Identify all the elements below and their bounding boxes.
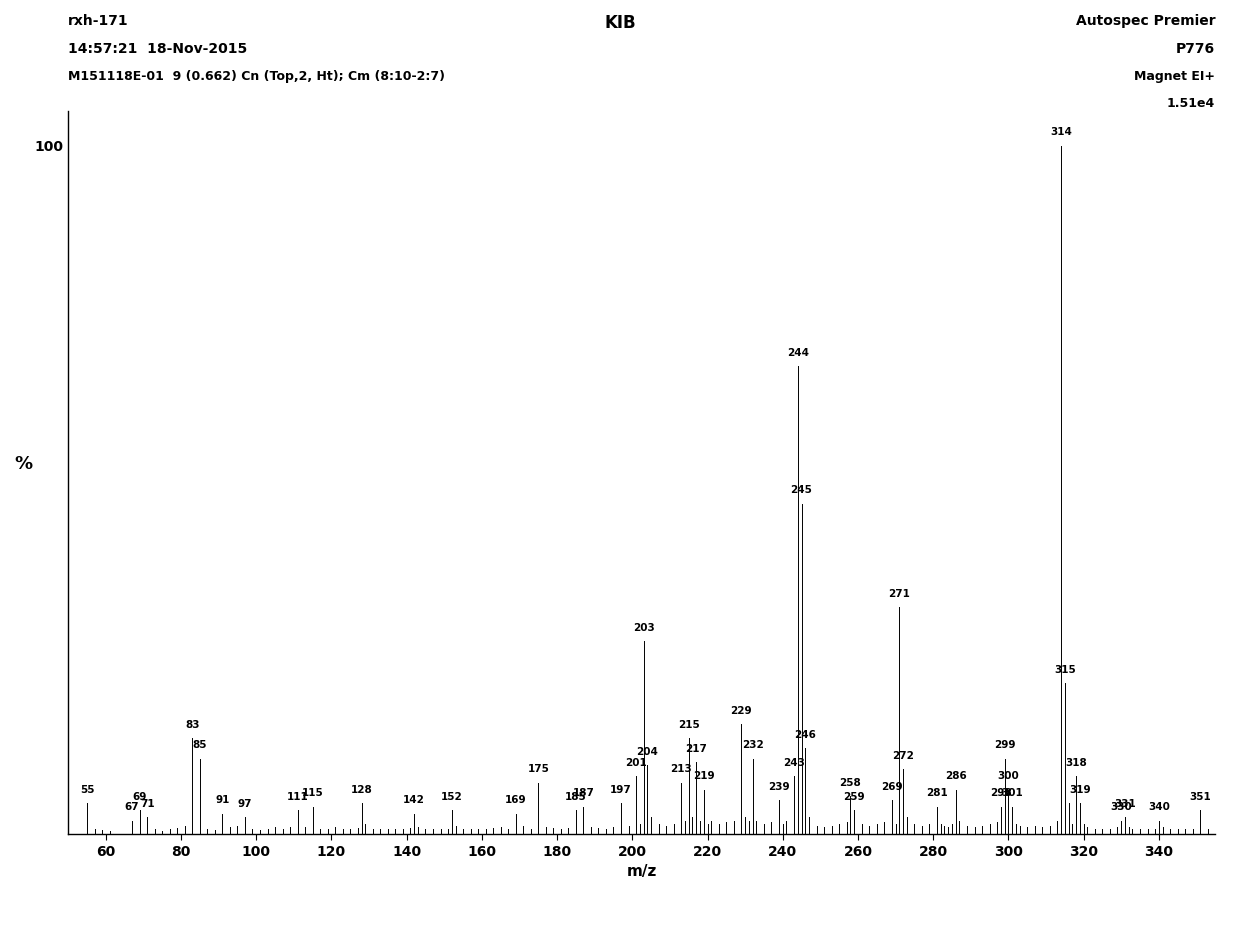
Text: 169: 169 <box>505 795 527 806</box>
Text: 315: 315 <box>1054 665 1075 675</box>
Text: 185: 185 <box>565 792 587 802</box>
Text: 281: 281 <box>926 789 947 798</box>
Text: 71: 71 <box>140 799 155 809</box>
Text: 215: 215 <box>678 719 699 730</box>
Text: 85: 85 <box>192 741 207 750</box>
Text: 244: 244 <box>786 348 808 358</box>
Text: 204: 204 <box>636 747 658 757</box>
Text: 300: 300 <box>997 771 1019 781</box>
Text: 14:57:21  18-Nov-2015: 14:57:21 18-Nov-2015 <box>68 42 248 56</box>
Text: 203: 203 <box>632 623 655 633</box>
Text: 111: 111 <box>286 792 309 802</box>
Text: Magnet EI+: Magnet EI+ <box>1135 70 1215 83</box>
Text: 314: 314 <box>1050 127 1071 137</box>
Text: 201: 201 <box>625 757 647 768</box>
Text: 142: 142 <box>403 795 425 806</box>
Text: 91: 91 <box>216 795 229 806</box>
Text: 128: 128 <box>351 785 372 795</box>
Text: 243: 243 <box>784 757 805 768</box>
Text: 318: 318 <box>1065 757 1087 768</box>
Text: rxh-171: rxh-171 <box>68 14 129 28</box>
Text: 331: 331 <box>1114 799 1136 809</box>
Text: 1.51e4: 1.51e4 <box>1167 97 1215 110</box>
Y-axis label: %: % <box>14 455 32 473</box>
Text: 298: 298 <box>990 789 1012 798</box>
Text: M151118E-01  9 (0.662) Cn (Top,2, Ht); Cm (8:10-2:7): M151118E-01 9 (0.662) Cn (Top,2, Ht); Cm… <box>68 70 445 83</box>
X-axis label: m/z: m/z <box>626 864 657 880</box>
Text: 175: 175 <box>527 765 549 774</box>
Text: 97: 97 <box>238 799 252 809</box>
Text: 232: 232 <box>742 741 764 750</box>
Text: 152: 152 <box>441 792 463 802</box>
Text: 229: 229 <box>730 705 753 716</box>
Text: 213: 213 <box>671 765 692 774</box>
Text: 271: 271 <box>888 589 910 599</box>
Text: 217: 217 <box>686 743 707 754</box>
Text: 245: 245 <box>791 486 812 496</box>
Text: 330: 330 <box>1110 802 1132 812</box>
Text: P776: P776 <box>1176 42 1215 56</box>
Text: Autospec Premier: Autospec Premier <box>1075 14 1215 28</box>
Text: 340: 340 <box>1148 802 1169 812</box>
Text: 69: 69 <box>133 792 146 802</box>
Text: 272: 272 <box>892 751 914 761</box>
Text: 259: 259 <box>843 792 866 802</box>
Text: 219: 219 <box>693 771 714 781</box>
Text: 351: 351 <box>1189 792 1211 802</box>
Text: 269: 269 <box>880 781 903 792</box>
Text: 67: 67 <box>125 802 139 812</box>
Text: 319: 319 <box>1069 785 1091 795</box>
Text: 83: 83 <box>185 719 200 730</box>
Text: 115: 115 <box>301 789 324 798</box>
Text: 299: 299 <box>993 741 1016 750</box>
Text: 197: 197 <box>610 785 632 795</box>
Text: 246: 246 <box>795 730 816 740</box>
Text: 187: 187 <box>573 789 594 798</box>
Text: 286: 286 <box>945 771 967 781</box>
Text: 239: 239 <box>768 781 790 792</box>
Text: 301: 301 <box>1001 789 1023 798</box>
Text: KIB: KIB <box>604 14 636 32</box>
Text: 258: 258 <box>839 778 862 788</box>
Text: 55: 55 <box>79 785 94 795</box>
